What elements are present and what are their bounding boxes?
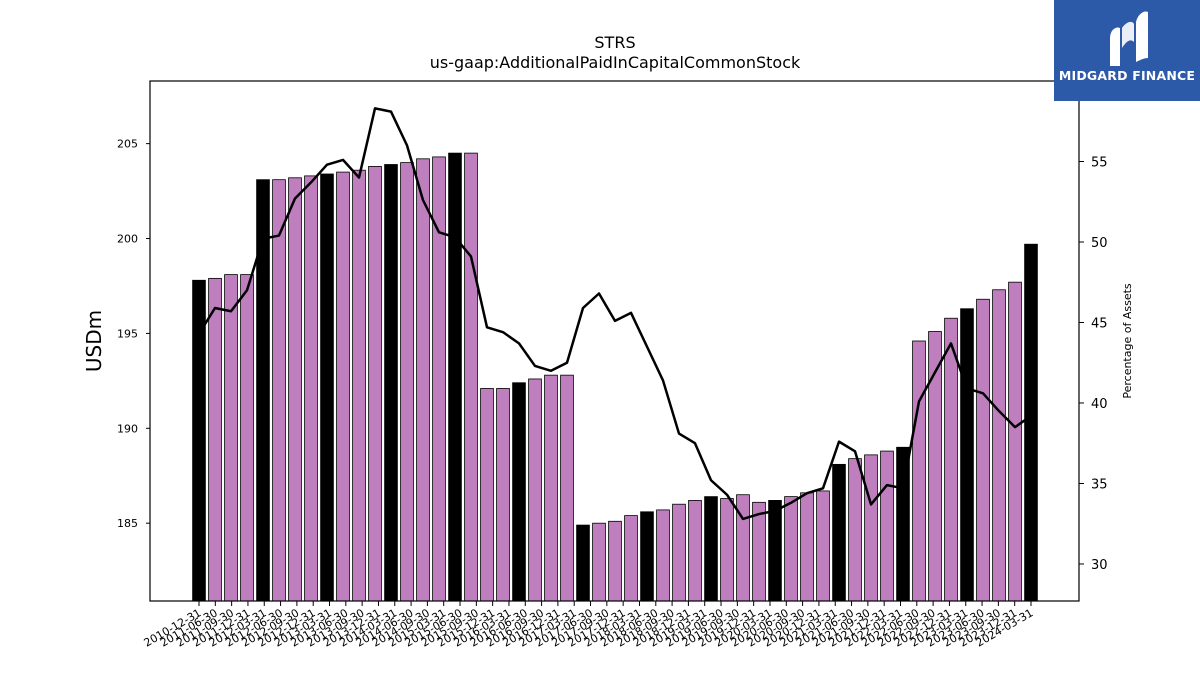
y2-tick-label: 45	[1091, 316, 1108, 331]
bar	[208, 277, 222, 602]
bar	[944, 317, 958, 602]
y2-tick-label: 35	[1091, 477, 1108, 492]
bar	[960, 308, 974, 602]
plot-frame	[149, 80, 1080, 602]
y-tick-label: 205	[117, 138, 138, 151]
bar	[624, 515, 638, 602]
bar	[496, 388, 510, 602]
y-tick-label: 190	[117, 422, 138, 435]
bar	[272, 179, 286, 602]
bar	[800, 492, 814, 602]
bar	[528, 378, 542, 602]
y2-tick-label: 50	[1091, 236, 1108, 251]
chart-subtitle: us-gaap:AdditionalPaidInCapitalCommonSto…	[430, 53, 801, 72]
bar	[640, 511, 654, 602]
bar	[448, 152, 462, 602]
bar	[848, 458, 862, 602]
y2-axis-label: Percentage of Assets	[1121, 283, 1134, 399]
y2-tick-label: 40	[1091, 397, 1108, 412]
bar	[784, 496, 798, 602]
bar	[240, 274, 254, 602]
bar	[608, 520, 622, 602]
bar	[592, 522, 606, 602]
y-axis-label: USDm	[82, 310, 106, 372]
bar	[768, 500, 782, 602]
bar	[832, 463, 846, 602]
bar	[656, 509, 670, 602]
bar	[480, 388, 494, 602]
bar	[704, 496, 718, 602]
y-tick-label: 195	[117, 327, 138, 340]
bar	[352, 169, 366, 602]
bar	[864, 454, 878, 602]
bar	[976, 298, 990, 602]
logo-text: MIDGARD FINANCE	[1058, 68, 1196, 83]
bar	[544, 374, 558, 602]
bar	[336, 171, 350, 602]
bar	[304, 175, 318, 602]
bar	[752, 501, 766, 602]
bar	[416, 158, 430, 602]
y-tick-label: 185	[117, 517, 138, 530]
y-tick-label: 200	[117, 233, 138, 246]
chart-title: STRS	[594, 33, 635, 52]
bar	[400, 162, 414, 602]
bar	[512, 382, 526, 602]
bar	[1008, 281, 1022, 602]
bar	[816, 490, 830, 602]
percentage-line	[197, 107, 1032, 521]
bar	[224, 274, 238, 602]
bar	[560, 374, 574, 602]
bar	[576, 524, 590, 602]
y2-tick-label: 55	[1091, 155, 1108, 170]
bar	[912, 340, 926, 602]
midgard-finance-logo: MIDGARD FINANCE	[1054, 0, 1200, 101]
bar	[288, 177, 302, 602]
bar	[688, 500, 702, 602]
bar	[384, 164, 398, 602]
y2-tick-label: 30	[1091, 558, 1108, 573]
bar	[1024, 243, 1038, 602]
bar	[720, 498, 734, 602]
bar	[672, 503, 686, 602]
bar	[464, 152, 478, 602]
logo-mark-icon	[1110, 11, 1148, 66]
bar	[368, 165, 382, 602]
bar	[880, 450, 894, 602]
bar	[992, 289, 1006, 602]
bar	[320, 173, 334, 602]
